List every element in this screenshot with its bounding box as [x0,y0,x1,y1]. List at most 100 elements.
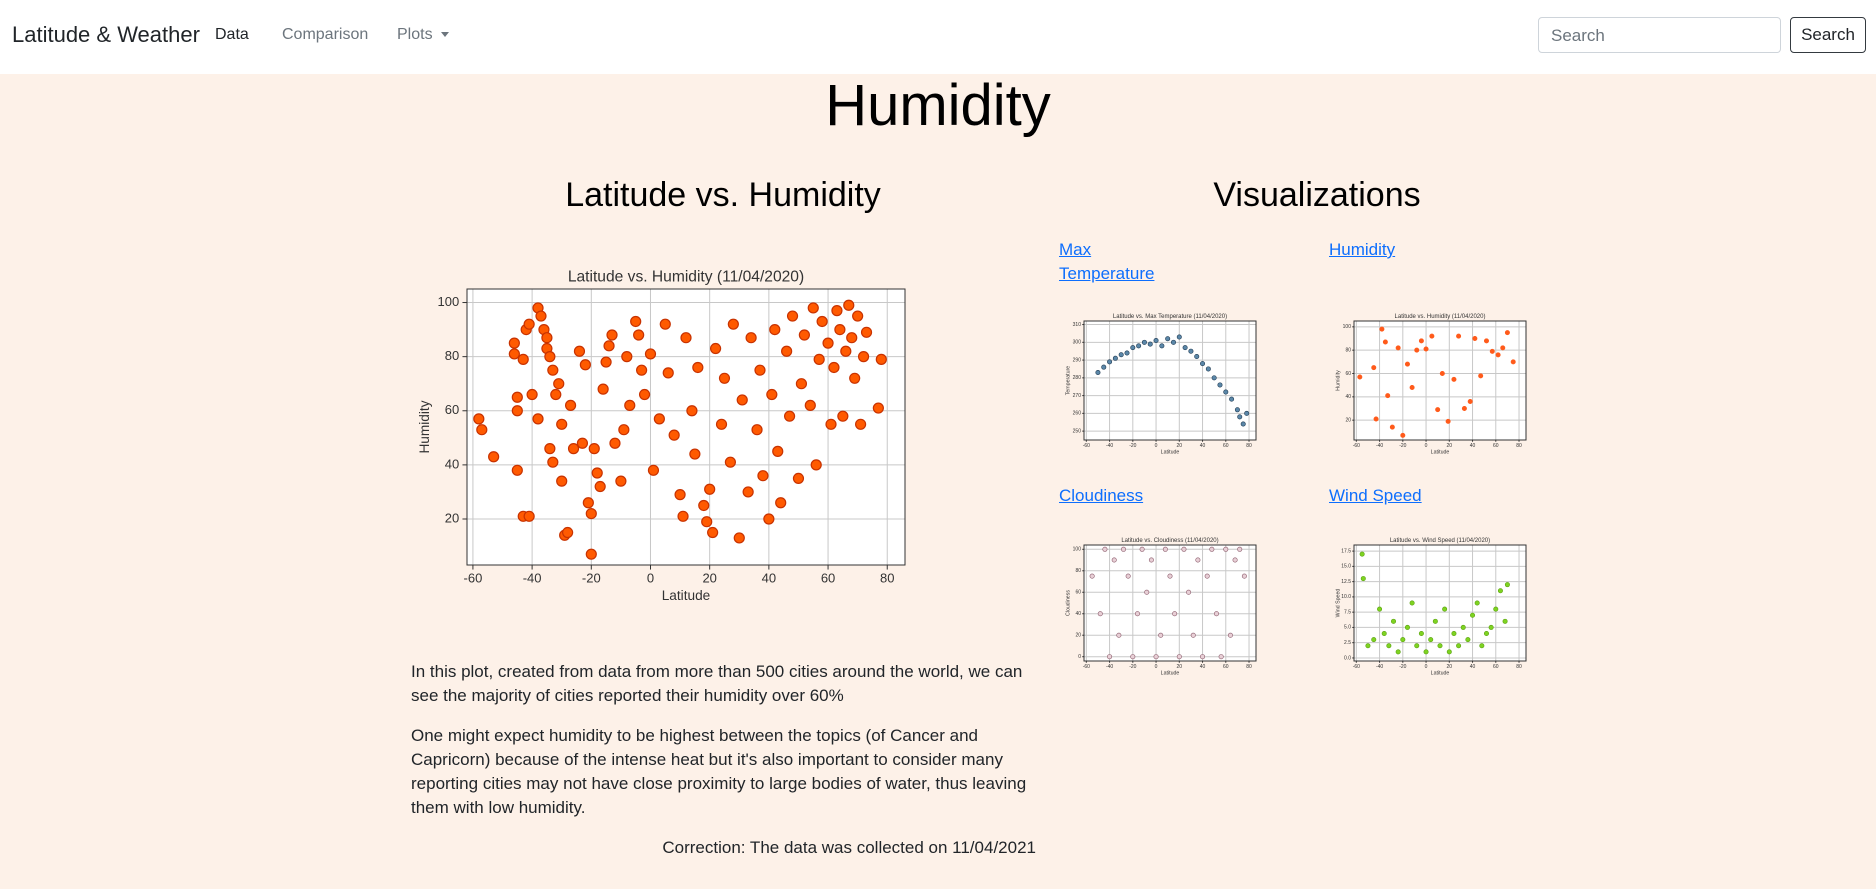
point [1101,364,1107,370]
y-tick-label: 0 [1078,654,1081,660]
point [1229,396,1235,402]
point [1404,624,1410,630]
x-tick-label: 80 [1516,443,1522,449]
chart-title: Latitude vs. Humidity (11/04/2020) [1395,314,1486,320]
point [795,378,808,390]
point [1176,334,1182,340]
point [1445,418,1451,424]
point [1488,624,1494,630]
point [763,513,775,525]
point [588,443,600,455]
point [1389,424,1395,430]
point [1134,611,1140,617]
point [488,451,500,463]
nav-link[interactable]: Data [215,26,249,43]
point [1211,375,1217,381]
point [556,418,568,430]
plot-area [1084,545,1256,661]
y-tick-label: 80 [1345,347,1351,353]
point [1170,339,1176,345]
point [704,483,716,495]
x-tick-label: 60 [821,571,835,586]
x-tick-label: 20 [702,571,716,586]
point [1209,546,1215,552]
nav-link[interactable]: Comparison [282,26,369,43]
x-tick-label: -60 [1353,664,1360,670]
x-tick-label: 0 [1155,443,1158,449]
point [1500,345,1506,351]
point [733,532,745,544]
point [517,353,529,365]
x-axis-label: Latitude [1161,670,1180,676]
viz-link[interactable]: Wind Speed [1329,486,1422,505]
point [547,364,559,376]
point [1435,407,1441,413]
point [674,489,686,501]
point [1176,654,1182,660]
point [1190,632,1196,638]
y-tick-label: 7.5 [1344,609,1351,615]
point [585,507,597,520]
viz-link[interactable]: Max Temperature [1059,240,1155,283]
y-tick-label: 270 [1073,393,1082,399]
point [1456,333,1462,339]
point [618,424,630,436]
point [709,342,722,355]
y-tick-label: 40 [1075,611,1081,617]
point [772,445,784,457]
point [647,464,660,476]
search-input[interactable]: Search [1538,17,1781,53]
point [849,372,861,384]
point [1377,606,1383,612]
point [783,410,796,422]
point [1400,432,1406,438]
point [594,480,606,493]
point [1244,410,1250,416]
point [630,315,642,328]
y-tick-label: 12.5 [1341,579,1351,585]
brand[interactable]: Latitude & Weather [12,22,200,47]
point [1451,376,1457,382]
point [1442,606,1448,612]
point [1439,370,1445,376]
point [1400,637,1406,643]
point [1479,643,1485,649]
point [707,526,719,539]
point [1158,632,1164,638]
x-tick-label: 20 [1177,443,1183,449]
point [1474,600,1480,606]
paragraph: One might expect humidity to be highest … [411,726,1027,817]
x-tick-label: 60 [1493,443,1499,449]
x-tick-label: 80 [1246,664,1252,670]
plot-frame [1353,544,1527,662]
plot-frame [466,288,906,566]
chart-title: Latitude vs. Cloudiness (11/04/2020) [1121,538,1218,544]
search-button[interactable]: Search [1790,17,1866,53]
point [1136,343,1142,349]
x-tick-label: 60 [1493,664,1499,670]
y-tick-label: 310 [1073,322,1082,328]
caret [440,32,449,38]
nav-link: Plots [397,26,433,43]
x-tick-label: 80 [1516,664,1522,670]
point [852,310,864,322]
viz-link[interactable]: Humidity [1329,240,1396,259]
point [1240,421,1246,427]
y-tick-label: 0.0 [1344,655,1351,661]
point [535,310,547,322]
point [1118,352,1124,358]
point [544,443,556,455]
point [1373,416,1379,422]
nav-dropdown[interactable]: Plots [397,26,449,44]
point [1213,611,1219,617]
point [1502,618,1508,624]
viz-link[interactable]: Cloudiness [1059,486,1144,505]
point [1195,557,1201,563]
point [857,351,870,363]
x-tick-label: 0 [647,571,654,586]
x-tick-label: -20 [1129,443,1136,449]
point [1217,382,1223,388]
point [662,367,674,379]
point [1409,600,1415,606]
